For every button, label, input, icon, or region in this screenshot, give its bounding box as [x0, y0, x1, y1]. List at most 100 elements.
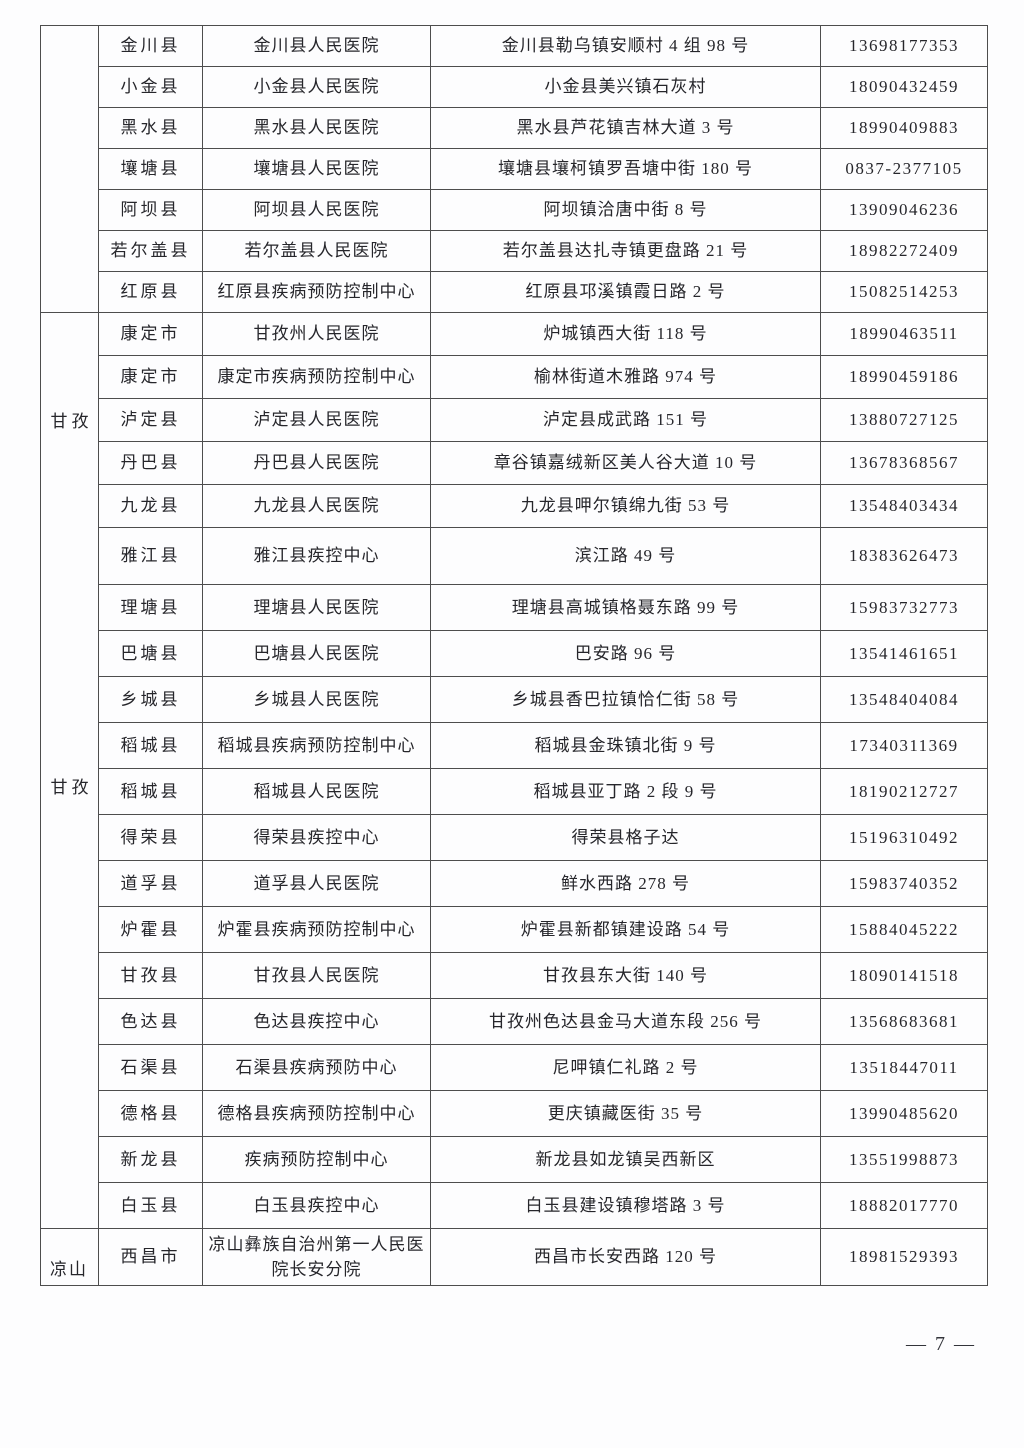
address-cell: 炉城镇西大街 118 号 — [430, 312, 821, 356]
phone-cell: 13990485620 — [820, 1090, 988, 1137]
institution-cell: 红原县疾病预防控制中心 — [202, 271, 431, 313]
phone-cell: 17340311369 — [820, 722, 988, 769]
table-row: 甘孜 甘孜 康定市 甘孜州人民医院 炉城镇西大街 118 号 18990463511 — [40, 312, 988, 1229]
address-cell: 甘孜州色达县金马大道东段 256 号 — [430, 998, 821, 1045]
address-cell: 黑水县芦花镇吉林大道 3 号 — [430, 107, 821, 149]
phone-cell: 13880727125 — [820, 398, 988, 442]
address-cell: 更庆镇藏医街 35 号 — [430, 1090, 821, 1137]
phone-cell: 13548403434 — [820, 484, 988, 528]
table-row: 雅江县 雅江县疾控中心 滨江路 49 号 18383626473 — [41, 527, 988, 585]
table-row: 稻城县 稻城县疾病预防控制中心 稻城县金珠镇北街 9 号 17340311369 — [41, 722, 988, 769]
address-cell: 九龙县呷尔镇绵九街 53 号 — [430, 484, 821, 528]
table-row: 甘孜县 甘孜县人民医院 甘孜县东大街 140 号 18090141518 — [41, 952, 988, 999]
facility-table-body: 金川县 金川县人民医院 金川县勒乌镇安顺村 4 组 98 号 13698177353 小… — [40, 25, 988, 1286]
county-cell: 理塘县 — [98, 584, 203, 631]
phone-cell: 13541461651 — [820, 630, 988, 677]
institution-cell: 甘孜县人民医院 — [202, 952, 431, 999]
county-cell: 红原县 — [98, 271, 203, 313]
county-cell: 得荣县 — [98, 814, 203, 861]
institution-cell: 金川县人民医院 — [202, 25, 431, 67]
phone-cell: 15983732773 — [820, 584, 988, 631]
county-cell: 壤塘县 — [98, 148, 203, 190]
table-row: 新龙县 疾病预防控制中心 新龙县如龙镇吴西新区 13551998873 — [41, 1136, 988, 1183]
phone-cell: 13909046236 — [820, 189, 988, 231]
table-row: 白玉县 白玉县疾控中心 白玉县建设镇穆塔路 3 号 18882017770 — [41, 1182, 988, 1229]
county-cell: 九龙县 — [98, 484, 203, 528]
county-cell: 色达县 — [98, 998, 203, 1045]
institution-cell: 石渠县疾病预防中心 — [202, 1044, 431, 1091]
address-cell: 西昌市长安西路 120 号 — [430, 1228, 821, 1286]
address-cell: 得荣县格子达 — [430, 814, 821, 861]
institution-cell: 乡城县人民医院 — [202, 676, 431, 723]
county-cell: 巴塘县 — [98, 630, 203, 677]
institution-cell: 甘孜州人民医院 — [202, 312, 431, 356]
address-cell: 稻城县亚丁路 2 段 9 号 — [430, 768, 821, 815]
table-row: 丹巴县 丹巴县人民医院 章谷镇嘉绒新区美人谷大道 10 号 13678368567 — [41, 441, 988, 485]
table-row: 黑水县 黑水县人民医院 黑水县芦花镇吉林大道 3 号 18990409883 — [41, 107, 988, 149]
prefecture-label: 凉山 — [50, 1259, 88, 1279]
address-cell: 滨江路 49 号 — [430, 527, 821, 585]
address-cell: 巴安路 96 号 — [430, 630, 821, 677]
address-cell: 鲜水西路 278 号 — [430, 860, 821, 907]
institution-cell: 得荣县疾控中心 — [202, 814, 431, 861]
county-cell: 黑水县 — [98, 107, 203, 149]
institution-cell: 德格县疾病预防控制中心 — [202, 1090, 431, 1137]
address-cell: 理塘县高城镇格聂东路 99 号 — [430, 584, 821, 631]
prefecture-cell — [40, 25, 99, 313]
address-cell: 壤塘县壤柯镇罗吾塘中街 180 号 — [430, 148, 821, 190]
phone-cell: 18990409883 — [820, 107, 988, 149]
table-row: 理塘县 理塘县人民医院 理塘县高城镇格聂东路 99 号 15983732773 — [41, 584, 988, 631]
county-cell: 石渠县 — [98, 1044, 203, 1091]
table-row: 巴塘县 巴塘县人民医院 巴安路 96 号 13541461651 — [41, 630, 988, 677]
phone-cell: 15884045222 — [820, 906, 988, 953]
phone-cell: 15196310492 — [820, 814, 988, 861]
county-cell: 稻城县 — [98, 722, 203, 769]
county-cell: 乡城县 — [98, 676, 203, 723]
institution-cell: 白玉县疾控中心 — [202, 1182, 431, 1229]
address-cell: 金川县勒乌镇安顺村 4 组 98 号 — [430, 25, 821, 67]
table-row: 金川县 金川县人民医院 金川县勒乌镇安顺村 4 组 98 号 13698177353 — [40, 25, 988, 313]
phone-cell: 18990459186 — [820, 355, 988, 399]
institution-cell: 巴塘县人民医院 — [202, 630, 431, 677]
table-row: 阿坝县 阿坝县人民医院 阿坝镇洽唐中街 8 号 13909046236 — [41, 189, 988, 231]
address-cell: 白玉县建设镇穆塔路 3 号 — [430, 1182, 821, 1229]
phone-cell: 18982272409 — [820, 230, 988, 272]
prefecture-label: 甘孜 — [50, 778, 93, 798]
phone-cell: 15082514253 — [820, 271, 988, 313]
address-cell: 章谷镇嘉绒新区美人谷大道 10 号 — [430, 441, 821, 485]
phone-cell: 15983740352 — [820, 860, 988, 907]
county-cell: 甘孜县 — [98, 952, 203, 999]
address-cell: 阿坝镇洽唐中街 8 号 — [430, 189, 821, 231]
institution-cell: 丹巴县人民医院 — [202, 441, 431, 485]
institution-cell: 凉山彝族自治州第一人民医院长安分院 — [202, 1228, 431, 1286]
county-cell: 稻城县 — [98, 768, 203, 815]
county-cell: 泸定县 — [98, 398, 203, 442]
table-row: 九龙县 九龙县人民医院 九龙县呷尔镇绵九街 53 号 13548403434 — [41, 484, 988, 528]
phone-cell: 13548404084 — [820, 676, 988, 723]
institution-cell: 稻城县疾病预防控制中心 — [202, 722, 431, 769]
institution-cell: 黑水县人民医院 — [202, 107, 431, 149]
table-row: 稻城县 稻城县人民医院 稻城县亚丁路 2 段 9 号 18190212727 — [41, 768, 988, 815]
facility-table: 金川县 金川县人民医院 金川县勒乌镇安顺村 4 组 98 号 13698177353 小… — [40, 25, 988, 1286]
county-cell: 新龙县 — [98, 1136, 203, 1183]
prefecture-cell: 凉山 — [40, 1228, 99, 1286]
address-cell: 榆林街道木雅路 974 号 — [430, 355, 821, 399]
county-cell: 金川县 — [98, 25, 203, 67]
institution-cell: 理塘县人民医院 — [202, 584, 431, 631]
phone-cell: 13568683681 — [820, 998, 988, 1045]
phone-cell: 18981529393 — [820, 1228, 988, 1286]
table-row: 凉山 西昌市 凉山彝族自治州第一人民医院长安分院 西昌市长安西路 120 号 18981… — [40, 1228, 988, 1286]
address-cell: 乡城县香巴拉镇恰仁街 58 号 — [430, 676, 821, 723]
institution-cell: 壤塘县人民医院 — [202, 148, 431, 190]
table-row: 康定市 康定市疾病预防控制中心 榆林街道木雅路 974 号 18990459186 — [41, 355, 988, 399]
phone-cell: 18190212727 — [820, 768, 988, 815]
institution-cell: 疾病预防控制中心 — [202, 1136, 431, 1183]
county-cell: 若尔盖县 — [98, 230, 203, 272]
institution-cell: 雅江县疾控中心 — [202, 527, 431, 585]
county-cell: 康定市 — [98, 312, 203, 356]
table-row: 若尔盖县 若尔盖县人民医院 若尔盖县达扎寺镇更盘路 21 号 18982272409 — [41, 230, 988, 272]
phone-cell: 18990463511 — [820, 312, 988, 356]
phone-cell: 0837-2377105 — [820, 148, 988, 190]
institution-cell: 若尔盖县人民医院 — [202, 230, 431, 272]
address-cell: 小金县美兴镇石灰村 — [430, 66, 821, 108]
